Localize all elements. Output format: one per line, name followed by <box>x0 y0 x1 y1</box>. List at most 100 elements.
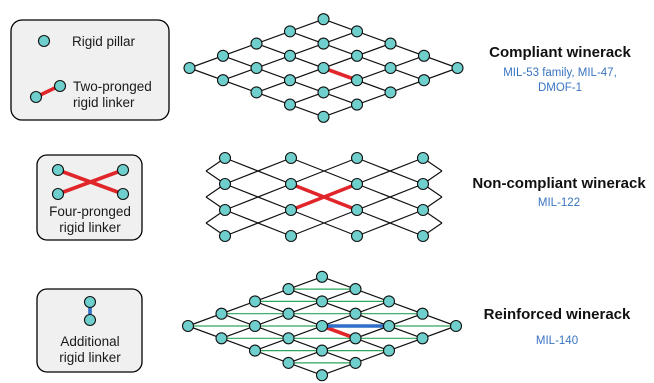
linker-end-node-icon <box>116 163 130 177</box>
pillar-node <box>416 151 430 165</box>
reinforced-title: Reinforced winerack <box>484 306 631 323</box>
legend-two-pronged-label-1: Two-pronged <box>73 79 152 94</box>
pillar-node <box>250 61 263 75</box>
row-label-non-compliant: Non-compliant winerack MIL-122 <box>472 175 646 209</box>
pillar-node <box>282 356 295 369</box>
pillar-node <box>384 61 397 75</box>
lattice-bond <box>224 157 292 185</box>
pillar-node <box>416 177 430 191</box>
pillar-node <box>417 74 431 87</box>
lattice-bond <box>224 209 292 237</box>
pillar-node <box>349 307 362 320</box>
compliant-subtitle-2: DMOF-1 <box>538 82 582 94</box>
pillar-node <box>417 49 431 62</box>
pillar-node <box>350 151 364 165</box>
linker-end-node-icon <box>29 90 43 104</box>
pillar-node <box>284 203 298 217</box>
legend-two-pronged-label-2: rigid linker <box>73 95 135 110</box>
linker-end-node-icon <box>83 295 97 309</box>
pillar-node <box>317 13 330 26</box>
rigid-pillar-icon <box>37 34 51 48</box>
pillar-node <box>315 270 329 283</box>
non-compliant-winerack-lattice <box>205 151 443 243</box>
pillar-node <box>218 203 232 217</box>
linker-end-node-icon <box>116 187 130 201</box>
pillar-node <box>382 319 396 333</box>
compliant-subtitle-1: MIL-53 family, MIL-47, <box>503 67 617 79</box>
pillar-node <box>317 110 330 123</box>
pillar-node <box>283 49 297 62</box>
pillar-node <box>283 98 297 111</box>
pillar-node <box>315 295 329 308</box>
pillar-node <box>183 61 196 75</box>
pillar-node <box>315 344 329 357</box>
four-pronged-linker <box>289 182 359 212</box>
linker-end-node-icon <box>83 313 97 327</box>
pillar-node <box>315 319 329 333</box>
linker-end-node-icon <box>51 163 65 177</box>
pillar-node <box>248 344 262 357</box>
pillar-node <box>181 319 195 333</box>
pillar-node <box>382 344 396 357</box>
compliant-title: Compliant winerack <box>489 44 631 61</box>
legend-box-3 <box>36 288 143 373</box>
pillar-node <box>350 177 364 191</box>
non-compliant-title: Non-compliant winerack <box>472 175 646 192</box>
pillar-node <box>283 74 297 87</box>
row-label-compliant: Compliant winerack MIL-53 family, MIL-47… <box>489 44 631 94</box>
reinforced-subtitle: MIL-140 <box>536 335 578 347</box>
linker-end-node-icon <box>53 79 67 93</box>
non-compliant-subtitle: MIL-122 <box>538 197 580 209</box>
pillar-node <box>284 229 298 243</box>
lattice-bond <box>290 157 358 185</box>
legend-panel-compliant: Rigid pillar Two-pronged rigid linker <box>10 19 170 121</box>
legend-panel-non-compliant: Four-pronged rigid linker <box>36 154 143 241</box>
row-label-reinforced: Reinforced winerack MIL-140 <box>484 306 631 347</box>
pillar-node <box>215 332 228 345</box>
pillar-node <box>216 49 230 62</box>
pillar-node <box>248 295 262 308</box>
lattice-bond <box>356 183 424 211</box>
compliant-winerack-lattice <box>183 13 464 123</box>
pillar-node <box>317 37 330 50</box>
pillar-node <box>317 86 330 99</box>
pillar-node <box>218 151 232 165</box>
pillar-node <box>282 307 295 320</box>
pillar-node <box>250 86 263 99</box>
pillar-node <box>350 49 364 62</box>
lattice-bond <box>356 157 424 185</box>
legend-box-1 <box>10 19 170 121</box>
legend-additional-label-2: rigid linker <box>59 350 121 365</box>
pillar-node <box>284 151 298 165</box>
pillar-node <box>449 319 463 333</box>
legend-four-pronged-label-1: Four-pronged <box>49 204 131 219</box>
pillar-node <box>416 332 429 345</box>
lattice-bond <box>224 183 292 211</box>
pillar-node <box>384 86 397 99</box>
pillar-node <box>315 369 329 382</box>
pillar-node <box>284 177 298 191</box>
pillar-node <box>248 319 262 333</box>
legend-box-2 <box>36 154 143 241</box>
pillar-node <box>416 229 430 243</box>
linker-end-node-icon <box>51 187 65 201</box>
pillar-node <box>282 283 295 296</box>
legend-pillar-label: Rigid pillar <box>72 34 136 49</box>
lattice-bond <box>290 209 358 237</box>
pillar-node <box>416 307 429 320</box>
pillar-node <box>350 74 364 87</box>
pillar-node <box>216 74 230 87</box>
pillar-node <box>282 332 295 345</box>
pillar-node <box>215 307 228 320</box>
pillar-node <box>250 37 263 50</box>
pillar-node <box>218 229 232 243</box>
pillar-node <box>350 203 364 217</box>
pillar-node <box>218 177 232 191</box>
legend-panel-reinforced: Additional rigid linker <box>36 288 143 373</box>
four-pronged-linker-icon <box>56 168 125 196</box>
pillar-node <box>451 61 464 75</box>
pillar-node <box>349 283 362 296</box>
legend-additional-label-1: Additional <box>60 334 119 349</box>
pillar-node <box>349 356 362 369</box>
